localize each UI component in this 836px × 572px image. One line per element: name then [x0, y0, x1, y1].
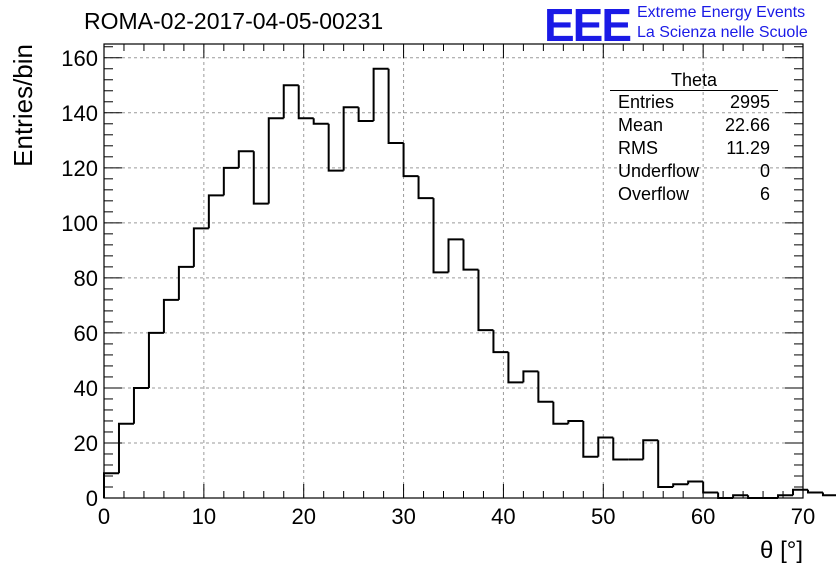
stats-row-entries: Entries 2995 — [610, 91, 778, 114]
histogram-bin — [821, 492, 836, 497]
histogram-bin — [103, 472, 119, 498]
stats-value: 0 — [759, 161, 770, 181]
histogram-bin — [657, 440, 674, 488]
histogram-bin — [357, 107, 374, 123]
histogram-bin — [552, 401, 569, 425]
y-axis-title: Entries/bin — [8, 44, 38, 167]
histogram-bin — [492, 330, 509, 354]
histogram-bin — [372, 67, 389, 122]
histogram-bin — [687, 480, 704, 485]
logo-line-1: Extreme Energy Events — [637, 4, 806, 21]
y-tick-label: 20 — [74, 431, 98, 456]
stats-row-mean: Mean 22.66 — [610, 114, 778, 137]
y-tick-label: 80 — [74, 266, 98, 291]
histogram-bin — [162, 298, 179, 333]
stats-value: 6 — [759, 184, 770, 204]
stats-value: 11.29 — [726, 138, 770, 158]
x-tick-label: 60 — [691, 504, 715, 529]
histogram-bin — [462, 239, 479, 271]
stats-label: Entries — [618, 92, 675, 112]
stats-row-overflow: Overflow 6 — [610, 183, 778, 206]
histogram-bin — [402, 143, 419, 178]
x-tick-label: 70 — [791, 504, 815, 529]
stats-row-underflow: Underflow 0 — [610, 160, 778, 183]
y-tick-label: 100 — [61, 211, 98, 236]
histogram-bin — [597, 436, 614, 457]
histogram-bin — [417, 176, 434, 200]
plot-frame — [103, 43, 804, 499]
histogram-bin — [522, 370, 539, 383]
histogram-bin — [267, 117, 284, 204]
histogram-bin — [297, 85, 314, 120]
histogram-bin — [432, 198, 449, 274]
histogram-bin — [222, 166, 239, 196]
stats-label: RMS — [618, 138, 658, 158]
stats-title: Theta — [610, 70, 778, 91]
x-tick-label: 40 — [491, 504, 515, 529]
y-tick-label: 60 — [74, 321, 98, 346]
stats-label: Underflow — [618, 161, 700, 181]
x-tick-label: 10 — [192, 504, 216, 529]
histogram-bin — [792, 488, 808, 496]
run-title: ROMA-02-2017-04-05-00231 — [84, 8, 384, 34]
histogram-bin — [282, 84, 299, 119]
histogram-bin — [177, 265, 194, 300]
histogram-bin — [672, 483, 689, 487]
histogram-bin — [477, 269, 494, 332]
histogram-bin — [582, 420, 599, 458]
histogram-bin — [342, 106, 359, 171]
histogram-bin — [777, 494, 794, 498]
histogram-bin — [732, 494, 749, 498]
stats-label: Overflow — [618, 184, 690, 204]
histogram-bin — [537, 371, 554, 403]
x-tick-label: 30 — [391, 504, 415, 529]
y-tick-label: 120 — [61, 156, 98, 181]
histogram-bin — [147, 331, 164, 388]
x-tick-label: 0 — [98, 504, 110, 529]
stats-row-rms: RMS 11.29 — [610, 137, 778, 160]
histogram-bin — [567, 419, 584, 424]
histogram-bin — [702, 481, 719, 494]
histogram-bin — [117, 422, 134, 474]
histogram-bin — [132, 386, 149, 424]
y-tick-label: 140 — [61, 101, 98, 126]
histogram-bin — [507, 352, 524, 384]
histogram-bin — [327, 123, 344, 172]
eee-logo: EEE — [544, 0, 632, 51]
y-tick-label: 40 — [74, 376, 98, 401]
histogram-bin — [312, 118, 329, 125]
x-tick-label: 50 — [591, 504, 615, 529]
histogram-bin — [237, 150, 254, 168]
histogram-bin — [252, 151, 269, 205]
stats-value: 2995 — [729, 92, 770, 112]
histogram-bin — [207, 194, 224, 229]
histogram-bin — [192, 227, 209, 267]
histogram-bin — [612, 437, 629, 461]
y-tick-label: 0 — [86, 486, 98, 511]
x-axis-title: θ [°] — [760, 537, 803, 564]
stats-box: Theta Entries 2995 Mean 22.66 RMS 11.29 … — [610, 70, 778, 206]
histogram-bin — [387, 68, 404, 145]
histogram-bin — [717, 492, 734, 499]
logo-line-2: La Scienza nelle Scuole — [637, 24, 808, 41]
stats-value: 22.66 — [724, 115, 770, 135]
y-tick-label: 160 — [61, 46, 98, 71]
histogram-bin — [447, 238, 464, 273]
histogram-bin — [806, 489, 823, 494]
stats-label: Mean — [618, 115, 664, 135]
x-tick-label: 20 — [291, 504, 315, 529]
histogram-bin — [642, 439, 659, 460]
